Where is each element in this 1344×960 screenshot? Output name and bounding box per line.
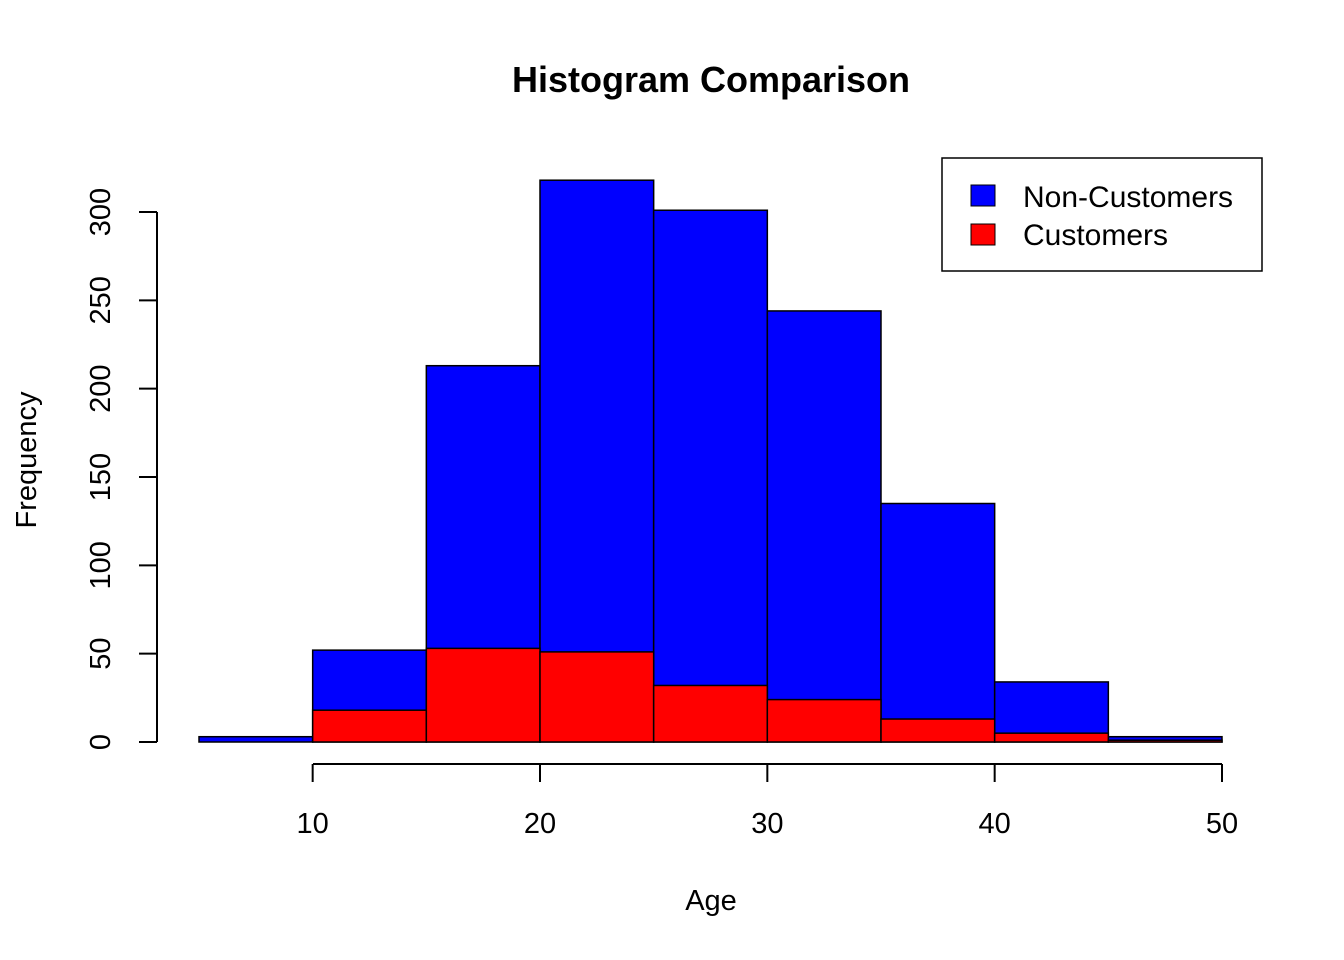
- y-tick-label-200: 200: [85, 364, 117, 412]
- bar-customers-35-40: [880, 718, 996, 743]
- x-axis-label: Age: [685, 885, 737, 917]
- bar-non-customers-30-35: [766, 310, 882, 743]
- y-axis-label: Frequency: [11, 391, 43, 529]
- y-tick-label-300: 300: [85, 188, 117, 236]
- y-tick-label-100: 100: [85, 541, 117, 589]
- bar-customers-40-45: [993, 732, 1110, 743]
- y-tick-label-0: 0: [85, 734, 117, 750]
- bar-customers-15-20: [425, 647, 541, 743]
- x-tick-label-30: 30: [751, 808, 783, 840]
- legend-swatch-customers: [970, 223, 996, 246]
- legend-label-customers: Customers: [1023, 219, 1168, 252]
- legend-box: [941, 157, 1263, 272]
- chart-title: Histogram Comparison: [512, 59, 910, 100]
- x-axis-ticks: 10 20 30 40 50: [297, 764, 1238, 840]
- legend-swatch-non-customers: [970, 184, 996, 207]
- x-tick-label-10: 10: [297, 808, 329, 840]
- bars-layer: [198, 179, 1223, 743]
- y-tick-label-50: 50: [85, 638, 117, 670]
- y-tick-label-250: 250: [85, 276, 117, 324]
- y-tick-label-150: 150: [85, 453, 117, 501]
- x-tick-label-40: 40: [979, 808, 1011, 840]
- legend: Non-Customers Customers: [941, 157, 1263, 272]
- bar-non-customers-25-30: [652, 209, 769, 743]
- bar-customers-10-15: [311, 709, 428, 743]
- bar-customers-30-35: [766, 698, 882, 743]
- y-axis-ticks: 0 50 100 150 200 250 300: [85, 188, 157, 750]
- bar-customers-25-30: [652, 684, 769, 743]
- bar-customers-20-25: [539, 651, 655, 743]
- legend-label-non-customers: Non-Customers: [1023, 181, 1233, 214]
- bar-non-customers-5-10: [198, 735, 314, 743]
- bar-non-customers-40-45: [993, 681, 1110, 743]
- x-tick-label-20: 20: [524, 808, 556, 840]
- bar-customers-45-50: [1107, 739, 1223, 743]
- x-tick-label-50: 50: [1206, 808, 1238, 840]
- bar-non-customers-35-40: [880, 502, 996, 743]
